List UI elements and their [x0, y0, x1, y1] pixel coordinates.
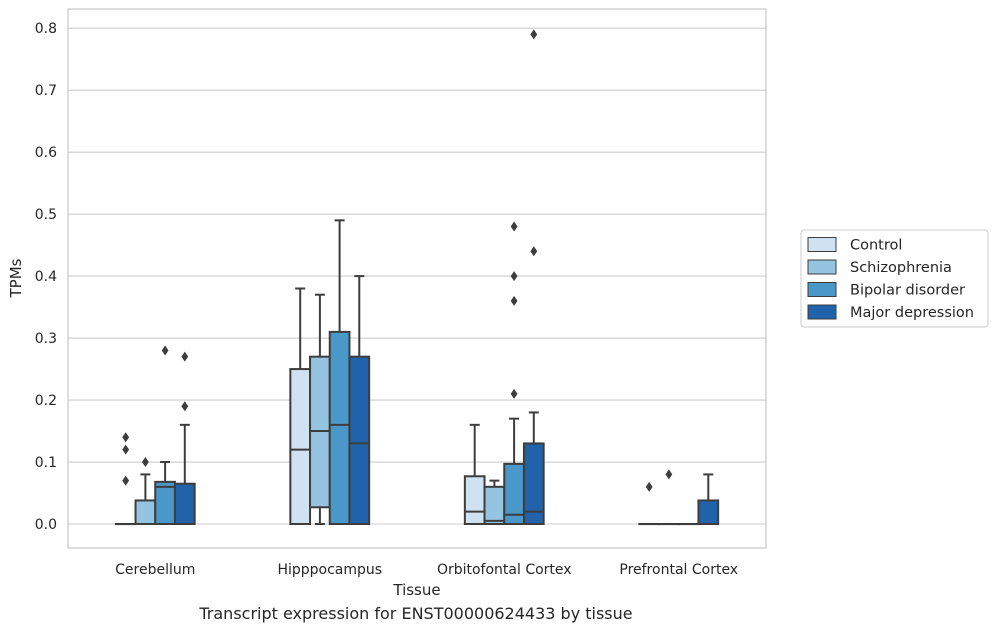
x-tick-label: Orbitofontal Cortex	[437, 562, 572, 578]
outlier-point	[530, 29, 538, 40]
legend-label: Schizophrenia	[850, 260, 952, 276]
box-body	[463, 475, 486, 525]
legend-label: Control	[850, 238, 902, 254]
outlier-point	[645, 481, 653, 492]
box-body	[348, 355, 371, 526]
box-bipolar-disorder	[503, 221, 525, 525]
legend-frame	[800, 229, 989, 328]
legend-item: Schizophrenia	[807, 259, 952, 276]
legend-item: Major depression	[807, 304, 974, 321]
box-control	[463, 423, 486, 525]
gridlines	[68, 27, 766, 525]
outlier-point	[122, 475, 130, 486]
y-tick-labels: 0.0 0.1 0.2 0.3 0.4 0.5 0.6 0.7 0.8	[35, 21, 57, 533]
box-schizophrenia	[483, 479, 506, 526]
y-tick-label: 0.4	[35, 269, 57, 285]
x-tick-label: Prefrontal Cortex	[619, 562, 738, 578]
y-tick-label: 0.1	[35, 455, 57, 471]
legend-item: Bipolar disorder	[807, 282, 965, 299]
box-body	[697, 499, 720, 525]
box-body	[134, 499, 157, 525]
plot-area	[114, 29, 720, 526]
outlier-point	[665, 469, 673, 480]
box-schizophrenia	[134, 457, 157, 525]
outlier-point	[510, 388, 518, 399]
legend-swatch	[807, 304, 837, 320]
box-body	[483, 485, 506, 526]
box-major-depression	[173, 351, 196, 525]
legend-swatch	[807, 282, 837, 297]
outlier-point	[122, 444, 130, 455]
legend-label: Bipolar disorder	[850, 283, 965, 299]
legend-swatch	[807, 237, 837, 252]
y-tick-label: 0.0	[35, 517, 57, 533]
box-body	[154, 480, 176, 525]
outlier-point	[181, 401, 189, 412]
x-axis-title: Tissue	[392, 581, 440, 599]
outlier-point	[122, 432, 130, 443]
box-major-depression	[522, 29, 545, 525]
outlier-point	[510, 295, 518, 306]
box-major-depression	[348, 275, 371, 526]
legend: Control Schizophrenia Bipolar disorder Majo…	[800, 229, 989, 328]
outlier-point	[510, 271, 518, 282]
x-tick-label: Cerebellum	[115, 562, 195, 578]
x-tick-label: Hipppocampus	[277, 562, 382, 578]
box-control	[638, 481, 661, 526]
outlier-point	[161, 345, 169, 356]
outlier-point	[530, 246, 538, 257]
plot-frame	[67, 8, 767, 549]
legend-item: Control	[807, 237, 902, 254]
box-body	[522, 442, 545, 525]
box-control	[289, 287, 312, 525]
box-bipolar-disorder	[154, 345, 176, 525]
y-tick-label: 0.8	[35, 21, 57, 37]
box-schizophrenia	[309, 293, 331, 525]
y-tick-label: 0.2	[35, 393, 57, 409]
y-tick-label: 0.6	[35, 145, 57, 161]
y-tick-label: 0.5	[35, 207, 57, 223]
box-major-depression	[697, 473, 720, 525]
box-body	[328, 330, 351, 525]
legend-swatch	[807, 259, 837, 275]
box-schizophrenia	[658, 469, 680, 526]
outlier-point	[510, 221, 518, 232]
outlier-point	[142, 457, 149, 468]
y-tick-label: 0.7	[35, 83, 57, 99]
figure-caption: Transcript expression for ENST0000062443…	[199, 604, 633, 623]
box-control	[114, 432, 137, 526]
x-tick-labels: Cerebellum Hipppocampus Orbitofontal Corte…	[115, 562, 738, 578]
outlier-point	[181, 351, 189, 362]
box-body	[173, 482, 196, 525]
box-body	[289, 368, 312, 525]
y-axis-title: TPMs	[7, 258, 25, 298]
y-tick-label: 0.3	[35, 331, 57, 347]
legend-label: Major depression	[850, 305, 974, 321]
box-bipolar-disorder	[328, 219, 351, 525]
